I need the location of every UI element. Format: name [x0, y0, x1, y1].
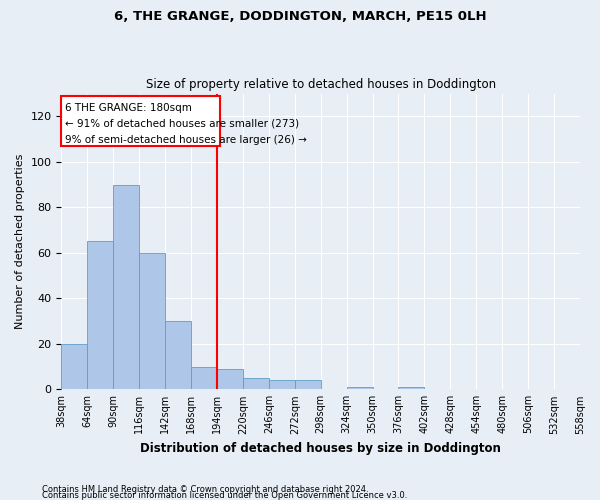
X-axis label: Distribution of detached houses by size in Doddington: Distribution of detached houses by size …	[140, 442, 501, 455]
Bar	[88, 242, 113, 390]
FancyBboxPatch shape	[61, 96, 220, 146]
Bar	[217, 369, 243, 390]
Text: ← 91% of detached houses are smaller (273): ← 91% of detached houses are smaller (27…	[65, 118, 299, 128]
Bar	[61, 344, 88, 390]
Bar	[243, 378, 269, 390]
Text: 9% of semi-detached houses are larger (26) →: 9% of semi-detached houses are larger (2…	[65, 134, 307, 144]
Y-axis label: Number of detached properties: Number of detached properties	[15, 154, 25, 329]
Bar	[139, 253, 165, 390]
Bar	[295, 380, 321, 390]
Bar	[113, 184, 139, 390]
Text: 6 THE GRANGE: 180sqm: 6 THE GRANGE: 180sqm	[65, 102, 192, 113]
Bar	[398, 387, 424, 390]
Bar	[191, 366, 217, 390]
Title: Size of property relative to detached houses in Doddington: Size of property relative to detached ho…	[146, 78, 496, 91]
Text: 6, THE GRANGE, DODDINGTON, MARCH, PE15 0LH: 6, THE GRANGE, DODDINGTON, MARCH, PE15 0…	[113, 10, 487, 23]
Bar	[347, 387, 373, 390]
Text: Contains HM Land Registry data © Crown copyright and database right 2024.: Contains HM Land Registry data © Crown c…	[42, 484, 368, 494]
Bar	[269, 380, 295, 390]
Bar	[165, 321, 191, 390]
Text: Contains public sector information licensed under the Open Government Licence v3: Contains public sector information licen…	[42, 490, 407, 500]
